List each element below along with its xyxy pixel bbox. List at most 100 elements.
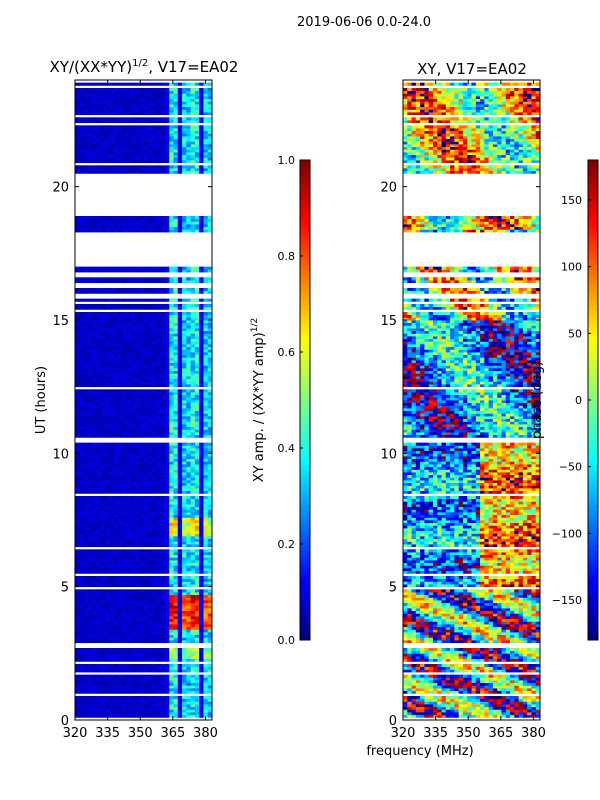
heatmap-cell bbox=[122, 677, 127, 681]
heatmap-cell bbox=[156, 330, 162, 334]
heatmap-cell bbox=[122, 594, 127, 598]
heatmap-cell bbox=[164, 632, 170, 636]
heatmap-cell bbox=[147, 402, 153, 406]
heatmap-cell bbox=[190, 584, 196, 588]
heatmap-cell bbox=[203, 456, 209, 460]
heatmap-cell bbox=[177, 610, 183, 614]
heatmap-cell bbox=[139, 456, 144, 460]
heatmap-cell bbox=[96, 621, 102, 625]
heatmap-cell bbox=[156, 360, 162, 364]
heatmap-cell bbox=[143, 461, 149, 465]
heatmap-cell bbox=[147, 554, 153, 558]
heatmap-cell bbox=[96, 424, 102, 428]
heatmap-cell bbox=[83, 453, 89, 457]
heatmap-cell bbox=[83, 557, 89, 561]
heatmap-cell bbox=[156, 533, 162, 537]
heatmap-cell bbox=[139, 352, 144, 356]
heatmap-cell bbox=[75, 541, 80, 545]
heatmap-cell bbox=[79, 618, 84, 622]
heatmap-cell bbox=[100, 701, 106, 705]
heatmap-cell bbox=[177, 640, 183, 644]
heatmap-cell bbox=[117, 568, 123, 572]
heatmap-cell bbox=[164, 317, 170, 321]
heatmap-cell bbox=[152, 498, 157, 502]
heatmap-cell bbox=[164, 624, 170, 628]
heatmap-cell bbox=[134, 520, 140, 524]
heatmap-cell bbox=[199, 637, 204, 641]
heatmap-cell bbox=[194, 400, 200, 404]
heatmap-cell bbox=[83, 474, 89, 478]
heatmap-cell bbox=[203, 410, 209, 414]
heatmap-cell bbox=[199, 400, 204, 404]
heatmap-cell bbox=[164, 304, 170, 308]
heatmap-cell bbox=[96, 522, 102, 526]
heatmap-cell bbox=[177, 714, 183, 718]
heatmap-cell bbox=[139, 317, 144, 321]
heatmap-cell bbox=[182, 554, 187, 558]
heatmap-cell bbox=[96, 456, 102, 460]
heatmap-cell bbox=[75, 328, 80, 332]
heatmap-cell bbox=[207, 312, 213, 316]
heatmap-cell bbox=[134, 576, 140, 580]
heatmap-cell bbox=[169, 312, 174, 316]
heatmap-cell bbox=[139, 658, 144, 662]
heatmap-cell bbox=[104, 605, 110, 609]
heatmap-cell bbox=[130, 458, 136, 462]
heatmap-cell bbox=[104, 706, 110, 710]
heatmap-cell bbox=[109, 640, 114, 644]
heatmap-cell bbox=[203, 680, 209, 684]
heatmap-cell bbox=[117, 677, 123, 681]
heatmap-cell bbox=[126, 584, 132, 588]
heatmap-cell bbox=[199, 426, 204, 430]
heatmap-cell bbox=[164, 629, 170, 633]
heatmap-cell bbox=[83, 370, 89, 374]
heatmap-cell bbox=[177, 690, 183, 694]
heatmap-cell bbox=[160, 664, 166, 668]
heatmap-cell bbox=[100, 509, 106, 513]
heatmap-cell bbox=[117, 690, 123, 694]
heatmap-cell bbox=[156, 269, 162, 273]
heatmap-cell bbox=[182, 402, 187, 406]
heatmap-cell bbox=[194, 629, 200, 633]
heatmap-cell bbox=[122, 378, 127, 382]
heatmap-cell bbox=[190, 600, 196, 604]
heatmap-cell bbox=[156, 664, 162, 668]
heatmap-cell bbox=[100, 616, 106, 620]
heatmap-cell bbox=[109, 480, 114, 484]
heatmap-cell bbox=[173, 517, 179, 521]
heatmap-cell bbox=[173, 557, 179, 561]
heatmap-cell bbox=[156, 322, 162, 326]
heatmap-cell bbox=[139, 544, 144, 548]
heatmap-cell bbox=[156, 485, 162, 489]
heatmap-cell bbox=[182, 306, 187, 310]
heatmap-cell bbox=[130, 504, 136, 508]
heatmap-cell bbox=[87, 304, 93, 308]
heatmap-cell bbox=[186, 568, 191, 572]
heatmap-cell bbox=[173, 648, 179, 652]
heatmap-cell bbox=[207, 266, 213, 270]
heatmap-cell bbox=[147, 384, 153, 388]
heatmap-cell bbox=[139, 701, 144, 705]
heatmap-cell bbox=[207, 501, 213, 505]
heatmap-cell bbox=[177, 226, 183, 230]
heatmap-cell bbox=[130, 216, 136, 220]
heatmap-cell bbox=[199, 520, 204, 524]
heatmap-cell bbox=[147, 400, 153, 404]
heatmap-cell bbox=[126, 333, 132, 337]
heatmap-cell bbox=[100, 312, 106, 316]
heatmap-cell bbox=[190, 338, 196, 342]
heatmap-cell bbox=[100, 706, 106, 710]
heatmap-cell bbox=[199, 328, 204, 332]
heatmap-cell bbox=[92, 680, 97, 684]
heatmap-cell bbox=[177, 501, 183, 505]
heatmap-cell bbox=[147, 562, 153, 566]
heatmap-cell bbox=[139, 552, 144, 556]
heatmap-cell bbox=[117, 706, 123, 710]
heatmap-cell bbox=[160, 624, 166, 628]
heatmap-cell bbox=[92, 517, 97, 521]
heatmap-cell bbox=[130, 426, 136, 430]
heatmap-cell bbox=[139, 368, 144, 372]
heatmap-cell bbox=[109, 378, 114, 382]
heatmap-cell bbox=[109, 685, 114, 689]
heatmap-cell bbox=[177, 357, 183, 361]
